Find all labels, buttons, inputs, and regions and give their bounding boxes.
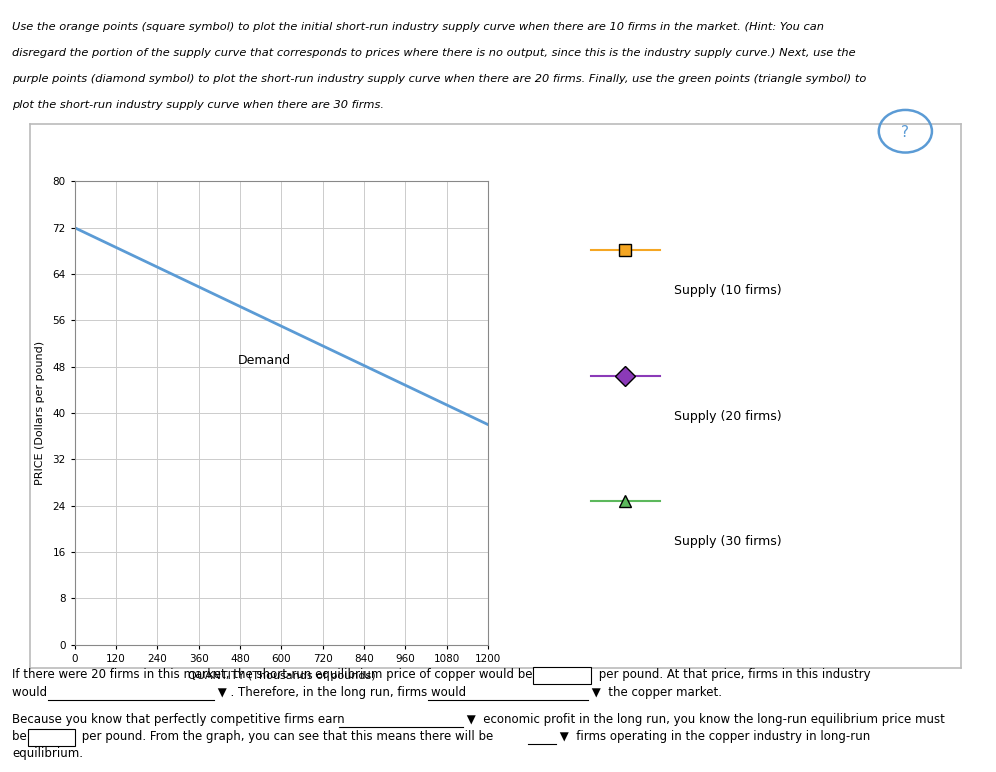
Text: Because you know that perfectly competitive firms earn: Because you know that perfectly competit… bbox=[12, 713, 349, 726]
Y-axis label: PRICE (Dollars per pound): PRICE (Dollars per pound) bbox=[36, 341, 46, 485]
Text: Supply (10 firms): Supply (10 firms) bbox=[674, 284, 782, 297]
Text: Demand: Demand bbox=[238, 354, 291, 367]
Text: would: would bbox=[12, 686, 51, 699]
Text: ▼  economic profit in the long run, you know the long-run equilibrium price must: ▼ economic profit in the long run, you k… bbox=[463, 713, 945, 726]
Text: per pound. From the graph, you can see that this means there will be: per pound. From the graph, you can see t… bbox=[78, 730, 497, 743]
Text: purple points (diamond symbol) to plot the short-run industry supply curve when : purple points (diamond symbol) to plot t… bbox=[12, 74, 867, 84]
Text: ▼  firms operating in the copper industry in long-run: ▼ firms operating in the copper industry… bbox=[556, 730, 871, 743]
Text: Use the orange points (square symbol) to plot the initial short-run industry sup: Use the orange points (square symbol) to… bbox=[12, 22, 824, 32]
Text: plot the short-run industry supply curve when there are 30 firms.: plot the short-run industry supply curve… bbox=[12, 100, 383, 110]
Text: equilibrium.: equilibrium. bbox=[12, 747, 83, 760]
Text: $: $ bbox=[535, 668, 546, 681]
Text: ?: ? bbox=[901, 124, 909, 140]
Text: Supply (30 firms): Supply (30 firms) bbox=[674, 535, 782, 548]
Text: disregard the portion of the supply curve that corresponds to prices where there: disregard the portion of the supply curv… bbox=[12, 48, 856, 58]
Text: ▼  the copper market.: ▼ the copper market. bbox=[588, 686, 722, 699]
Text: ▼ . Therefore, in the long run, firms would: ▼ . Therefore, in the long run, firms wo… bbox=[214, 686, 470, 699]
Text: $: $ bbox=[30, 730, 41, 743]
Text: Supply (20 firms): Supply (20 firms) bbox=[674, 410, 782, 422]
X-axis label: QUANTITY (Thousands of pounds): QUANTITY (Thousands of pounds) bbox=[187, 671, 375, 681]
Text: If there were 20 firms in this market, the short-run equilibrium price of copper: If there were 20 firms in this market, t… bbox=[12, 668, 536, 681]
Text: be: be bbox=[12, 730, 31, 743]
Text: per pound. At that price, firms in this industry: per pound. At that price, firms in this … bbox=[595, 668, 871, 681]
